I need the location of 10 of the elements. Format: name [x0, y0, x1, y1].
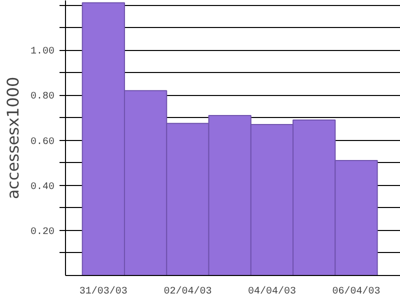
- x-tick-label: 31/03/03: [79, 286, 128, 298]
- x-tick-label: 02/04/03: [164, 286, 212, 298]
- x-tick-label: 04/04/03: [248, 286, 296, 298]
- y-tick-label: 0.40: [30, 182, 55, 193]
- y-tick-label: 0.60: [30, 136, 55, 148]
- y-tick-label: 0.80: [30, 92, 55, 103]
- y-tick-label: 1.00: [30, 46, 55, 58]
- x-tick-label: 06/04/03: [332, 286, 380, 298]
- y-tick-label: 0.20: [30, 226, 55, 238]
- y-axis-title: accessesx1000: [3, 76, 22, 200]
